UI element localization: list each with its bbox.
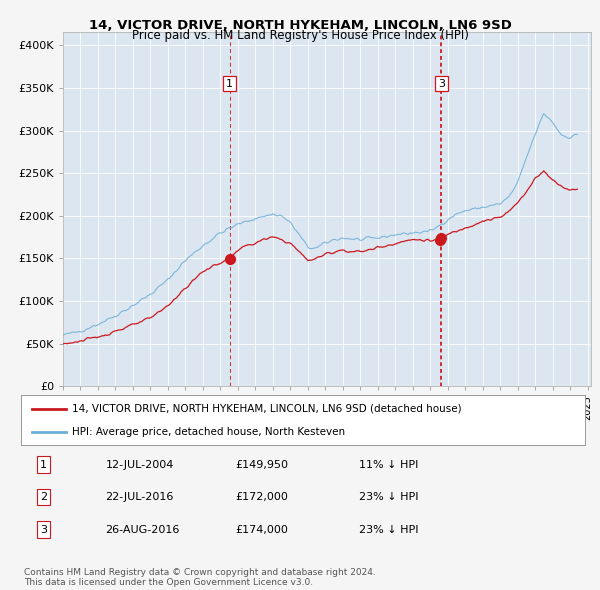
Text: £172,000: £172,000 — [235, 492, 288, 502]
Text: HPI: Average price, detached house, North Kesteven: HPI: Average price, detached house, Nort… — [72, 427, 345, 437]
Text: 12-JUL-2004: 12-JUL-2004 — [106, 460, 174, 470]
Text: Contains HM Land Registry data © Crown copyright and database right 2024.
This d: Contains HM Land Registry data © Crown c… — [24, 568, 376, 587]
Text: 23% ↓ HPI: 23% ↓ HPI — [359, 525, 419, 535]
Text: £149,950: £149,950 — [235, 460, 289, 470]
Text: 1: 1 — [40, 460, 47, 470]
Text: 11% ↓ HPI: 11% ↓ HPI — [359, 460, 419, 470]
Text: Price paid vs. HM Land Registry's House Price Index (HPI): Price paid vs. HM Land Registry's House … — [131, 30, 469, 42]
Text: 26-AUG-2016: 26-AUG-2016 — [106, 525, 180, 535]
Text: 23% ↓ HPI: 23% ↓ HPI — [359, 492, 419, 502]
Text: 3: 3 — [438, 78, 445, 88]
Text: 14, VICTOR DRIVE, NORTH HYKEHAM, LINCOLN, LN6 9SD: 14, VICTOR DRIVE, NORTH HYKEHAM, LINCOLN… — [89, 19, 511, 32]
Text: 14, VICTOR DRIVE, NORTH HYKEHAM, LINCOLN, LN6 9SD (detached house): 14, VICTOR DRIVE, NORTH HYKEHAM, LINCOLN… — [72, 404, 461, 414]
Text: 22-JUL-2016: 22-JUL-2016 — [106, 492, 174, 502]
Text: £174,000: £174,000 — [235, 525, 288, 535]
Text: 2: 2 — [40, 492, 47, 502]
Text: 3: 3 — [40, 525, 47, 535]
Text: 1: 1 — [226, 78, 233, 88]
